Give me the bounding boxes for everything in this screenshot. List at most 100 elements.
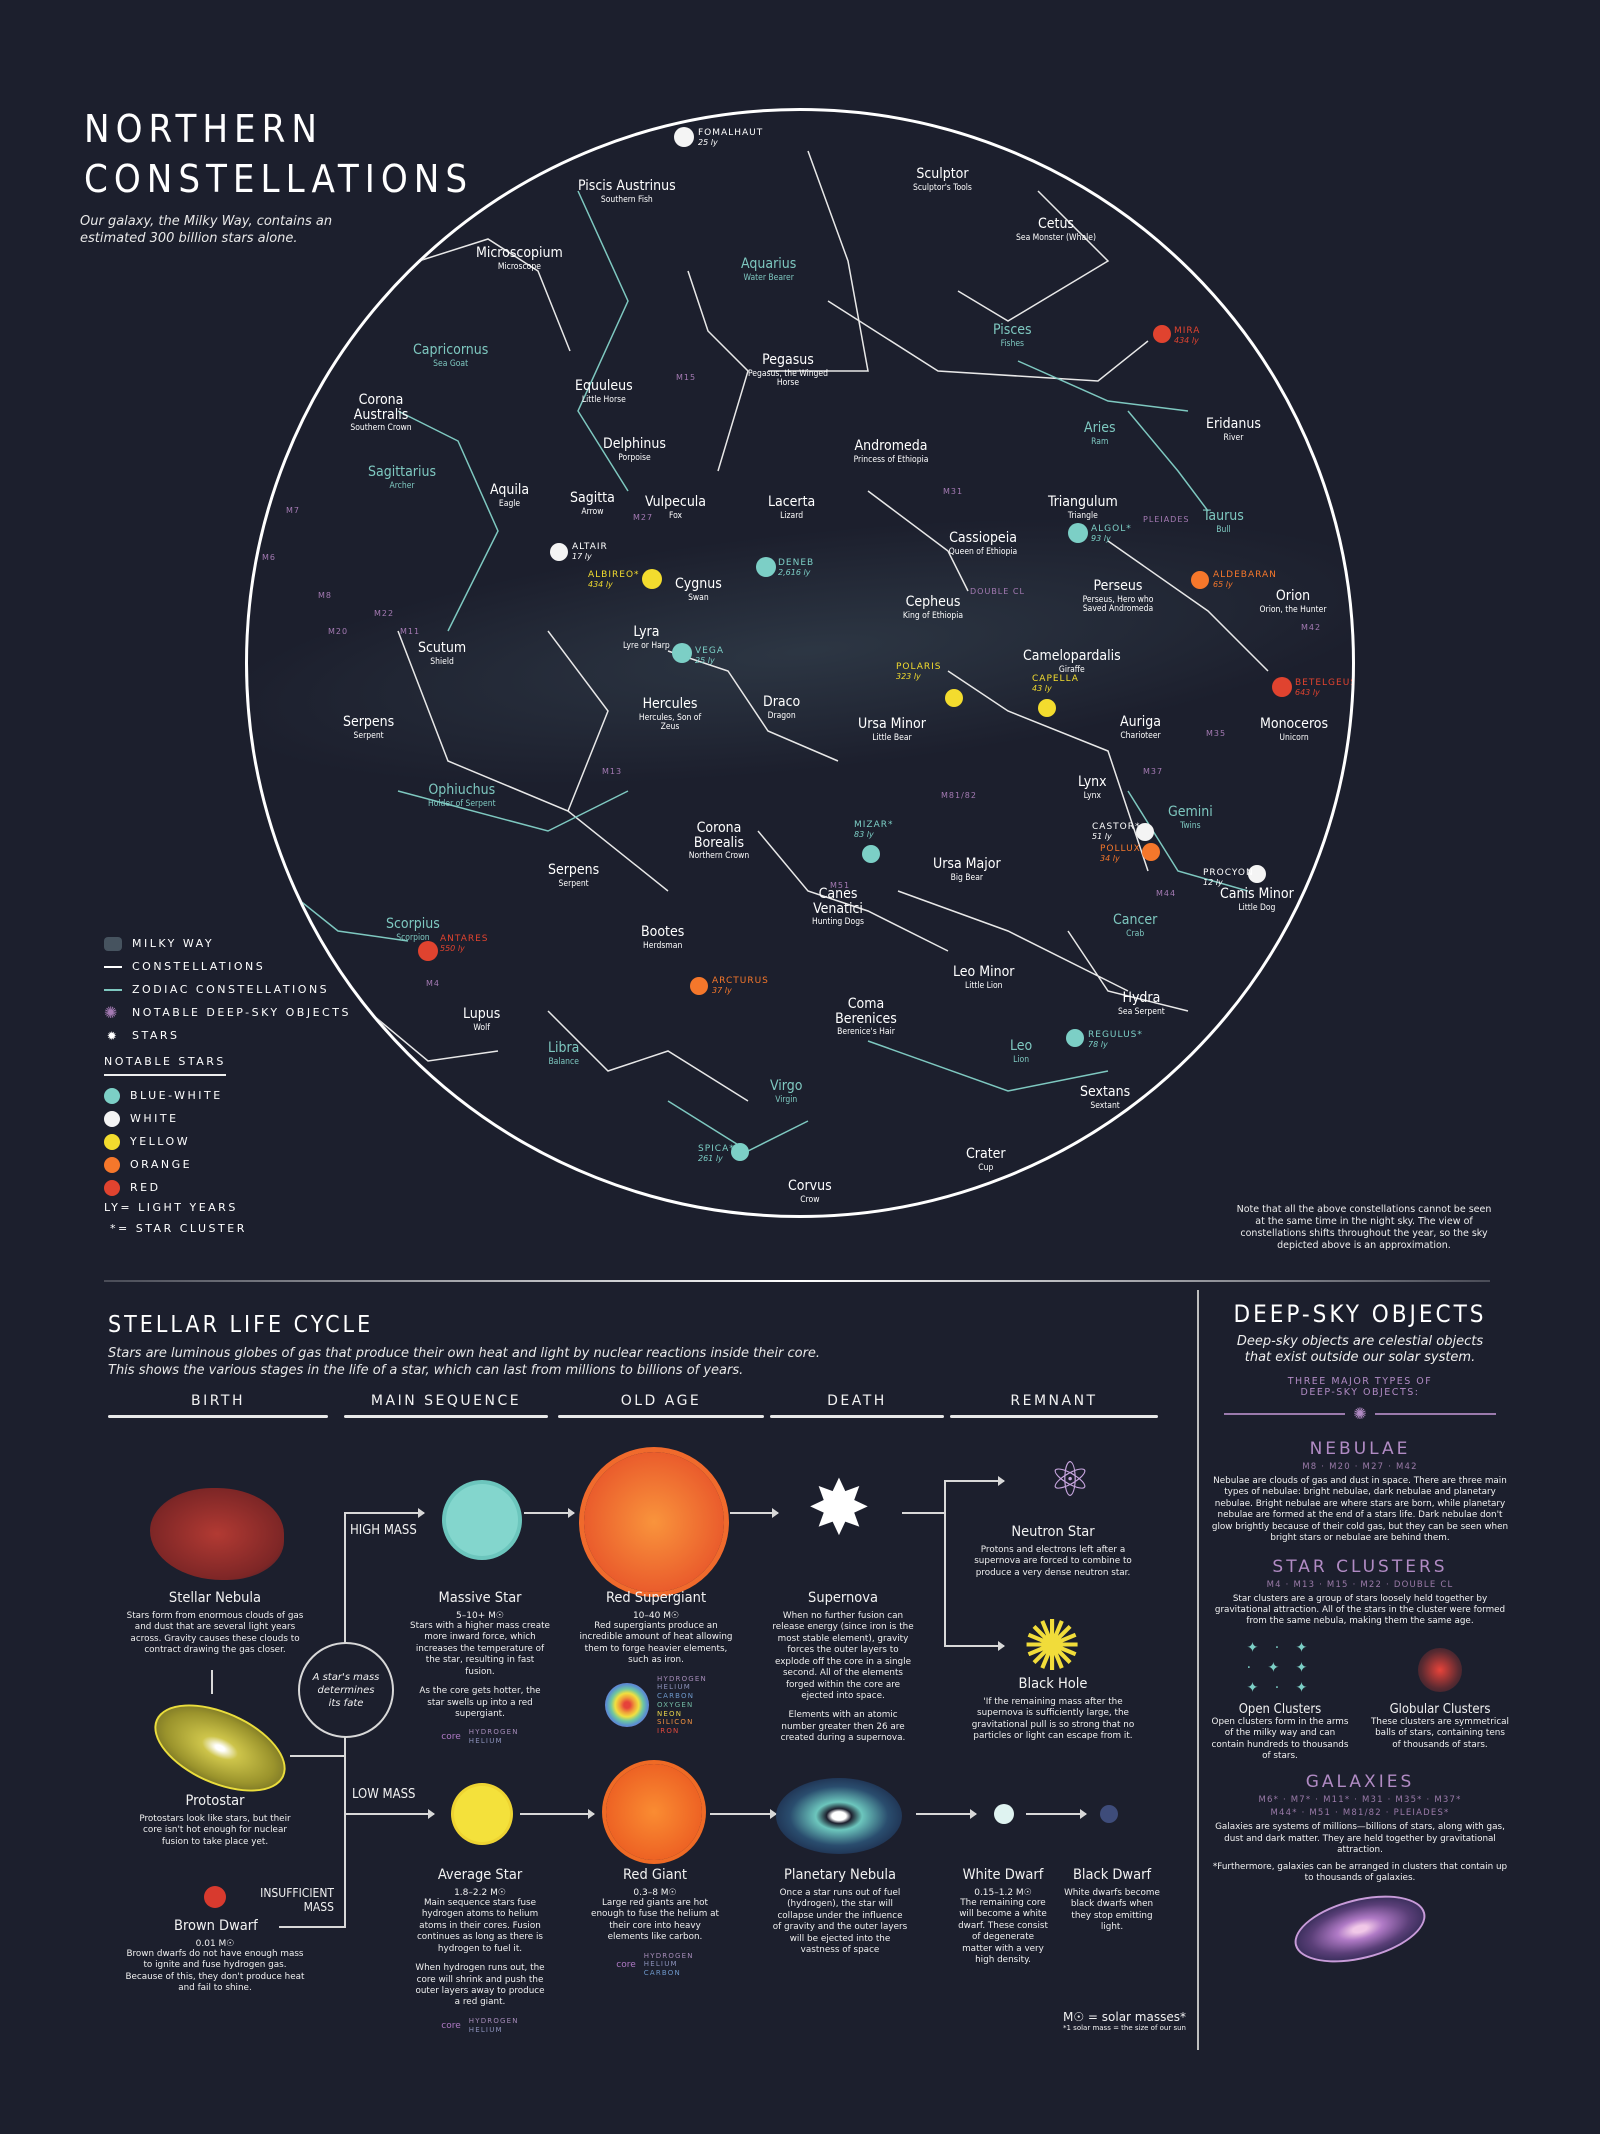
constellation-label: Coma Berenices Berenice's Hair	[835, 996, 897, 1038]
constellation-label-zodiac: Libra Balance	[548, 1040, 580, 1067]
nebulae-heading: NEBULAE	[1309, 1439, 1411, 1459]
constellation-label: Ursa Minor Little Bear	[858, 716, 926, 743]
star-algol	[1068, 523, 1088, 543]
star-vega	[672, 643, 692, 663]
constellation-label: Triangulum Triangle	[1048, 494, 1118, 521]
deep-sky-label: PLEIADES	[1143, 515, 1190, 524]
star-label: CASTOR* 51 ly	[1092, 822, 1141, 841]
constellation-label: Lupus Wolf	[463, 1006, 501, 1033]
deep-sky-intro: Deep-sky objects are celestial objects t…	[1236, 1334, 1484, 1365]
constellation-label: Andromeda Princess of Ethiopia	[853, 438, 929, 465]
core-composition: HYDROGEN HELIUM CARBON OXYGEN NEON SILIC…	[576, 1675, 736, 1736]
protostar-connector	[290, 1755, 344, 1757]
deep-sky-label: M37	[1143, 767, 1164, 776]
star-albireo	[642, 569, 662, 589]
constellation-label-zodiac: Taurus Bull	[1203, 508, 1244, 535]
constellation-label-zodiac: Leo Lion	[1010, 1038, 1033, 1065]
star-pollux	[1142, 843, 1160, 861]
arrow-to-red-supergiant	[524, 1508, 575, 1518]
star-icon: ✹	[106, 1028, 120, 1043]
open-clusters: ✦ · ✦ · ✦ ✦ ✦ · ✦ Open Clusters Open clust…	[1211, 1639, 1349, 1762]
star-label: ALTAIR 17 ly	[572, 542, 608, 561]
deep-sky-label: M7	[286, 506, 300, 515]
star-label: CAPELLA 43 ly	[1032, 674, 1079, 693]
black-hole-icon: ✺	[1022, 1605, 1082, 1687]
supernova-icon: ✸	[807, 1463, 871, 1552]
burst-icon: ✺	[1353, 1404, 1367, 1423]
core-composition: core HYDROGEN HELIUM CARBON	[616, 1951, 694, 1978]
constellation-label: Cygnus Swan	[675, 576, 722, 603]
fate-circle: A star's mass determines its fate	[298, 1642, 394, 1738]
remnant-branch-line	[944, 1480, 946, 1646]
legend-deep-sky: ✺ NOTABLE DEEP-SKY OBJECTS	[104, 1003, 351, 1022]
star-betelgeuse	[1272, 677, 1292, 697]
title-line-1: NORTHERN	[84, 107, 323, 151]
arrow-low-mass	[344, 1809, 435, 1819]
star-label: BETELGEUSE643 ly	[1295, 678, 1352, 697]
star-antares	[418, 941, 438, 961]
zodiac-line-swatch-icon	[104, 988, 122, 991]
deep-sky-label: DOUBLE CL	[970, 587, 1025, 596]
constellation-label: Cepheus King of Ethiopia	[902, 594, 964, 621]
card-red-supergiant: Red Supergiant 10–40 M☉ Red supergiants …	[576, 1590, 736, 1736]
constellation-label-zodiac: Aquarius Water Bearer	[741, 256, 797, 283]
star-label: SPICA* 261 ly	[698, 1144, 735, 1163]
color-swatch-icon	[104, 1133, 120, 1150]
arrow-to-white-dwarf	[916, 1809, 977, 1819]
constellation-label: Perseus Perseus, Hero who Saved Andromeda	[1082, 578, 1154, 614]
star-spica	[731, 1143, 749, 1161]
constellation-label-zodiac: Aries Ram	[1084, 420, 1116, 447]
galaxies-note: *Furthermore, galaxies can be arranged i…	[1212, 1861, 1508, 1884]
star-procyon	[1248, 865, 1266, 883]
constellation-label-zodiac: Cancer Crab	[1113, 912, 1158, 939]
card-black-dwarf: Black Dwarf White dwarfs become black dw…	[1064, 1867, 1160, 1933]
globular-clusters: Globular Clusters These clusters are sym…	[1370, 1638, 1510, 1763]
constellation-label: Serpens Serpent	[343, 714, 395, 741]
star-label: POLARIS 323 ly	[896, 662, 942, 681]
white-dwarf-illustration	[994, 1804, 1014, 1824]
down-arrow-icon	[211, 1670, 213, 1694]
card-black-hole: Black Hole 'If the remaining mass after …	[971, 1676, 1135, 1742]
deep-sky-label: M22	[374, 609, 395, 618]
star-label: ALDEBARAN 65 ly	[1213, 570, 1277, 589]
legend-zodiac: ZODIAC CONSTELLATIONS	[104, 978, 351, 1001]
stage-header-death: DEATH	[770, 1393, 944, 1418]
card-stellar-nebula: Stellar Nebula Stars form from enormous …	[126, 1590, 304, 1656]
map-legend: MILKY WAY CONSTELLATIONS ZODIAC CONSTELL…	[104, 932, 351, 1235]
galaxies-ids: M6* · M7* · M11* · M31 · M35* · M37*	[1258, 1795, 1462, 1806]
star-aldebaran	[1191, 571, 1209, 589]
card-white-dwarf: White Dwarf 0.15–1.2 M☉ The remaining co…	[958, 1867, 1048, 1966]
light-years-note: LY= LIGHT YEARS	[104, 1201, 238, 1214]
deep-sky-label: M4	[426, 979, 440, 988]
sky-approximation-note: Note that all the above constellations c…	[1236, 1204, 1492, 1251]
nebulae-desc: Nebulae are clouds of gas and dust in sp…	[1211, 1476, 1509, 1544]
deep-sky-label: M81/82	[941, 791, 977, 800]
star-label: ANTARES 550 ly	[440, 934, 489, 953]
deep-sky-label: M8	[318, 591, 332, 600]
constellation-label: Leo Minor Little Lion	[953, 964, 1015, 991]
star-mizar	[862, 845, 880, 863]
star-polaris	[945, 689, 963, 707]
constellation-label-zodiac: Scorpius Scorpion	[386, 916, 440, 943]
massive-star-illustration	[446, 1484, 518, 1556]
constellation-label: Draco Dragon	[763, 694, 801, 721]
color-swatch-icon	[104, 1179, 120, 1196]
arrow-to-supernova	[730, 1508, 779, 1518]
deep-sky-label: M13	[602, 767, 623, 776]
types-heading: THREE MAJOR TYPES OF DEEP-SKY OBJECTS:	[1287, 1376, 1433, 1398]
card-planetary-nebula: Planetary Nebula Once a star runs out of…	[772, 1867, 908, 1956]
constellation-label: Eridanus River	[1206, 416, 1261, 443]
card-average-star: Average Star 1.8–2.2 M☉ Main sequence st…	[412, 1867, 548, 2034]
constellation-label: Corona Borealis Northern Crown	[688, 820, 750, 862]
star-capella	[1038, 699, 1056, 717]
star-label: PROCYON 12 ly	[1203, 868, 1254, 887]
stage-header-main-sequence: MAIN SEQUENCE	[344, 1393, 548, 1418]
constellation-label: Sagitta Arrow	[570, 490, 615, 517]
star-arcturus	[690, 977, 708, 995]
arrow-insufficient-mass	[279, 1926, 346, 1928]
page-subtitle: Our galaxy, the Milky Way, contains an e…	[80, 214, 333, 246]
average-star-illustration	[454, 1786, 510, 1842]
deep-sky-label: M42	[1301, 623, 1322, 632]
constellation-label: Lyra Lyre or Harp	[623, 624, 670, 651]
star-regulus	[1066, 1029, 1084, 1047]
